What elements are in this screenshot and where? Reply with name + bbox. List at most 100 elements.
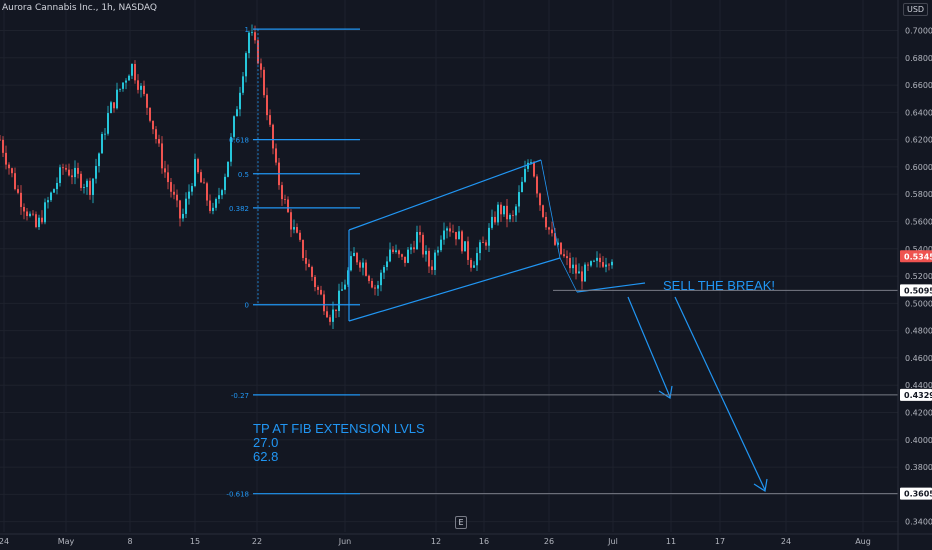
candle-body [344, 284, 346, 290]
candle [425, 245, 427, 262]
candle-body [167, 172, 169, 183]
candle-body [257, 40, 259, 64]
candle [2, 136, 4, 158]
candle [335, 309, 337, 318]
price-axis[interactable]: 0.7000 0.6800 0.6600 0.6400 0.6200 0.6000 0.58… [897, 0, 932, 550]
candle [179, 199, 181, 227]
candle [260, 58, 262, 78]
candle-body [212, 207, 214, 211]
y-tick-label: 0.6600 [905, 81, 932, 90]
horizontal-lines[interactable] [360, 289, 898, 495]
candle-body [293, 227, 295, 230]
candle [497, 201, 499, 226]
candle-body [425, 250, 427, 255]
y-tick-label: 0.6400 [905, 108, 932, 117]
candle [251, 24, 253, 36]
candle [275, 143, 277, 166]
candle-body [374, 287, 376, 289]
y-tick-label: 0.6800 [905, 54, 932, 63]
candle [551, 221, 553, 237]
candle-body [113, 102, 115, 109]
candle-body [107, 113, 109, 134]
candle [455, 231, 457, 246]
currency-badge[interactable]: USD [903, 3, 929, 16]
candle-body [482, 242, 484, 244]
candle-body [275, 148, 277, 163]
candle [122, 82, 124, 92]
candle-body [266, 95, 268, 116]
candle-body [128, 75, 130, 81]
candle [545, 212, 547, 231]
candle-body [530, 162, 532, 164]
candle [380, 269, 382, 292]
x-tick-label: Jun [338, 537, 352, 546]
candle [608, 262, 610, 271]
y-tick-label: 0.5600 [905, 218, 932, 227]
candle-body [335, 309, 337, 312]
candle-body [155, 129, 157, 140]
candle [449, 222, 451, 237]
candle [197, 157, 199, 174]
x-tick-label: 8 [127, 537, 132, 546]
candle-body [236, 109, 238, 117]
candle [353, 247, 355, 257]
candle-body [299, 232, 301, 240]
candle [329, 314, 331, 326]
candle [395, 244, 397, 254]
candle [152, 120, 154, 135]
candle [347, 267, 349, 288]
candle-body [470, 259, 472, 268]
candle-body [302, 239, 304, 258]
candle [50, 191, 52, 202]
fib-retracement[interactable]: 1 0.618 0.5 0.382 0 -0.27 -0.618 [226, 26, 360, 499]
candle-body [284, 199, 286, 200]
candle [161, 136, 163, 174]
candle-body [311, 266, 313, 277]
candle-body [368, 275, 370, 281]
candle-body [95, 166, 97, 179]
candle [536, 174, 538, 198]
candle [611, 259, 613, 269]
candle-body [260, 63, 262, 70]
candle [389, 242, 391, 263]
event-marker-icon[interactable]: E [455, 516, 467, 529]
candle [0, 135, 1, 141]
candle [338, 283, 340, 318]
candle [92, 177, 94, 204]
candle [479, 239, 481, 261]
candle [590, 260, 592, 268]
candle [212, 202, 214, 215]
candle-body [515, 206, 517, 216]
candle [128, 74, 130, 81]
candle [95, 158, 97, 184]
candle-body [542, 205, 544, 217]
candle-body [434, 252, 436, 270]
candle-body [485, 242, 487, 246]
candle-body [224, 176, 226, 191]
candle [23, 203, 25, 220]
candle [416, 225, 418, 250]
candle [38, 214, 40, 230]
candle-body [383, 267, 385, 273]
tp-note-line: 27.0 [253, 435, 278, 450]
candle [104, 127, 106, 140]
candle [503, 205, 505, 217]
x-tick-label: 11 [666, 537, 676, 546]
candle-body [116, 89, 118, 109]
candle [68, 163, 70, 177]
candle [587, 262, 589, 272]
candle [116, 82, 118, 110]
y-tick-label: 0.3400 [905, 518, 932, 527]
time-axis[interactable]: 24 May 8 15 22 Jun 12 16 26 Jul 11 17 24 Aug [0, 533, 932, 546]
candle-body [452, 231, 454, 233]
candle-body [314, 276, 316, 287]
candle-body [539, 193, 541, 206]
candle-body [194, 159, 196, 187]
candle-body [323, 294, 325, 312]
candle [443, 222, 445, 245]
candle [563, 248, 565, 258]
candle-body [449, 228, 451, 232]
candle [302, 239, 304, 261]
candle [599, 253, 601, 268]
